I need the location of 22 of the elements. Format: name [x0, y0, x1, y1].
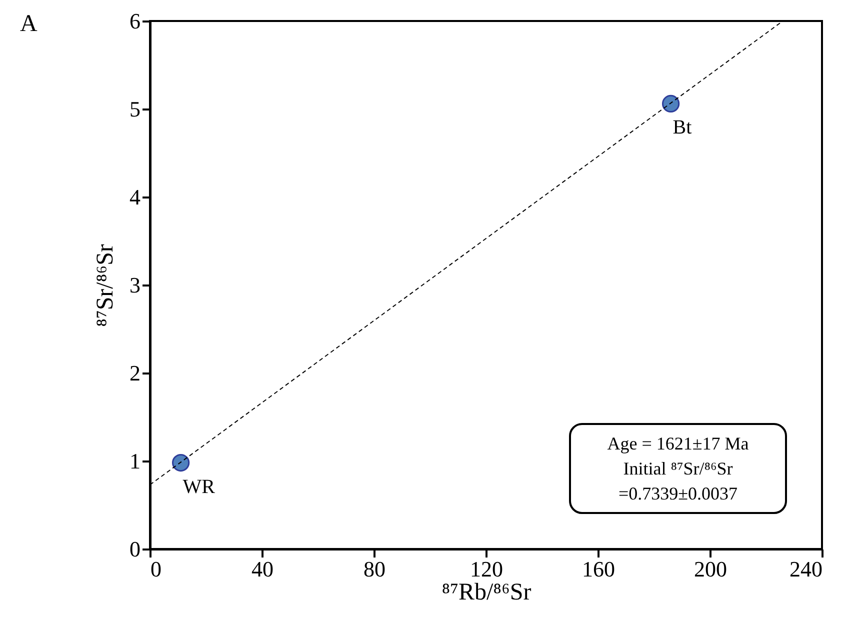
x-axis-title: ⁸⁷Rb/⁸⁶Sr [442, 580, 532, 606]
y-tick-label: 5 [130, 96, 140, 122]
y-tick-label: 2 [130, 360, 140, 386]
annotation: =0.7339±0.0037 [618, 484, 738, 504]
x-tick-label: 40 [252, 556, 274, 582]
annotation: Initial ⁸⁷Sr/⁸⁶Sr [623, 458, 733, 478]
x-tick-label: 240 [790, 556, 822, 582]
y-tick-label: 1 [130, 448, 140, 474]
y-tick-label: 6 [130, 8, 140, 34]
annotation: Bt [672, 116, 692, 139]
y-axis-title: ⁸⁷Sr/⁸⁶Sr [92, 244, 118, 327]
chart-title: A [20, 11, 38, 37]
y-tick-label: 3 [130, 272, 140, 298]
x-tick-label: 80 [364, 556, 386, 582]
x-tick-label: 120 [470, 556, 503, 582]
x-tick-label: 200 [694, 556, 727, 582]
annotation: WR [182, 476, 216, 498]
y-tick-label: 4 [130, 184, 140, 210]
x-tick-label: 0 [150, 556, 162, 582]
annotation: Age = 1621±17 Ma [607, 434, 749, 454]
y-tick-label: 0 [130, 536, 140, 562]
x-tick-label: 160 [582, 556, 615, 582]
